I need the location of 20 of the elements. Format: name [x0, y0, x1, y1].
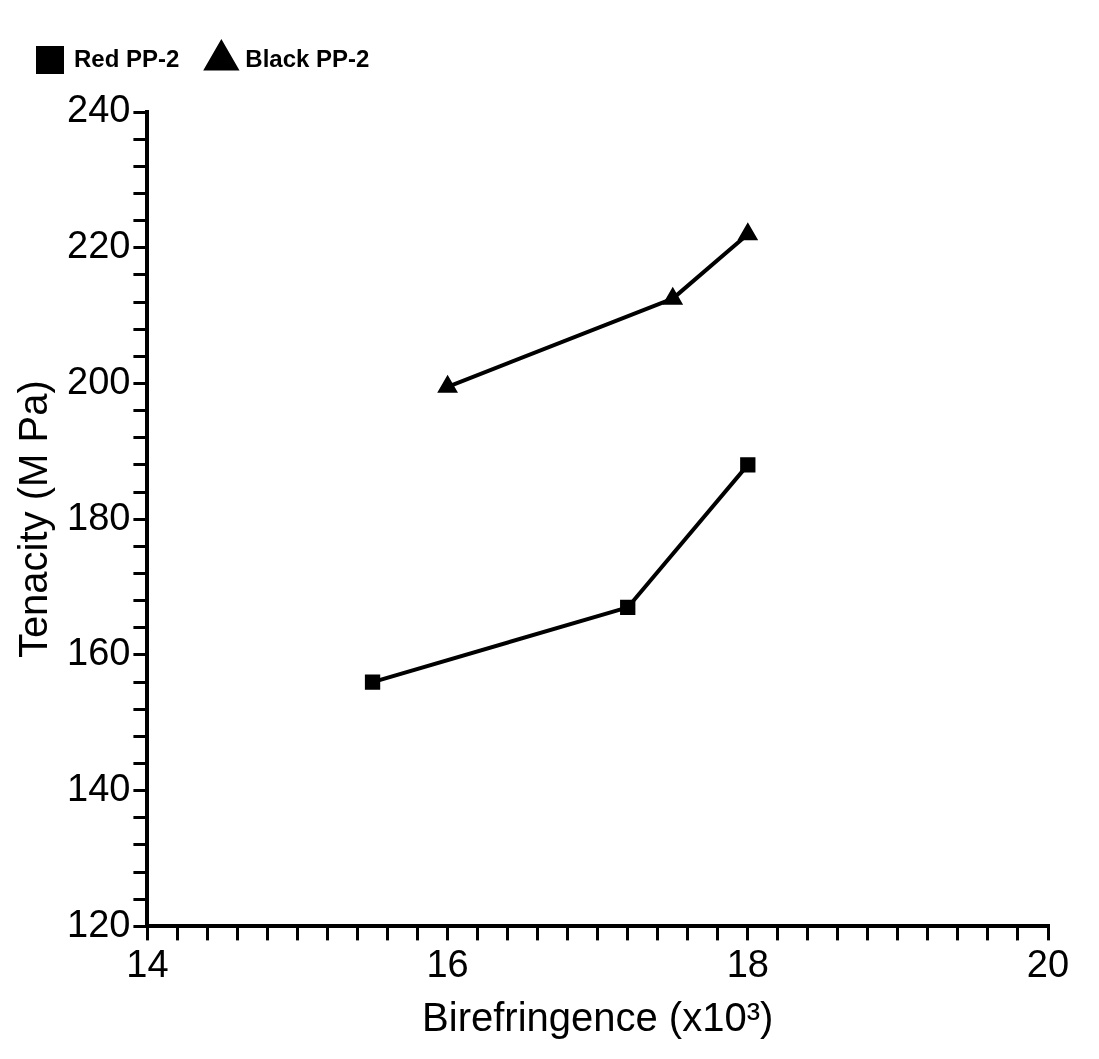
y-tick-label: 120	[67, 902, 131, 945]
y-tick-label: 140	[67, 767, 131, 810]
point	[738, 224, 757, 241]
x-tick-label: 20	[1026, 942, 1070, 985]
point	[740, 457, 756, 473]
y-axis-title: Tenacity (M Pa)	[11, 380, 56, 659]
x-axis-title: Birefringence (x10³)	[422, 995, 774, 1040]
y-tick-label: 220	[67, 224, 131, 267]
legend-label: Black PP-2	[245, 44, 370, 72]
y-tick-label: 200	[67, 359, 131, 402]
point	[364, 674, 381, 690]
y-tick-label: 160	[67, 631, 131, 674]
x-tick-label: 18	[726, 942, 769, 985]
y-tick-label: 180	[67, 495, 131, 538]
point	[620, 599, 636, 616]
x-tick-label: 16	[426, 942, 469, 985]
y-tick-label: 240	[67, 88, 131, 131]
x-tick-label: 14	[126, 942, 169, 985]
legend-label: Red PP-2	[74, 44, 180, 72]
point	[662, 286, 683, 305]
